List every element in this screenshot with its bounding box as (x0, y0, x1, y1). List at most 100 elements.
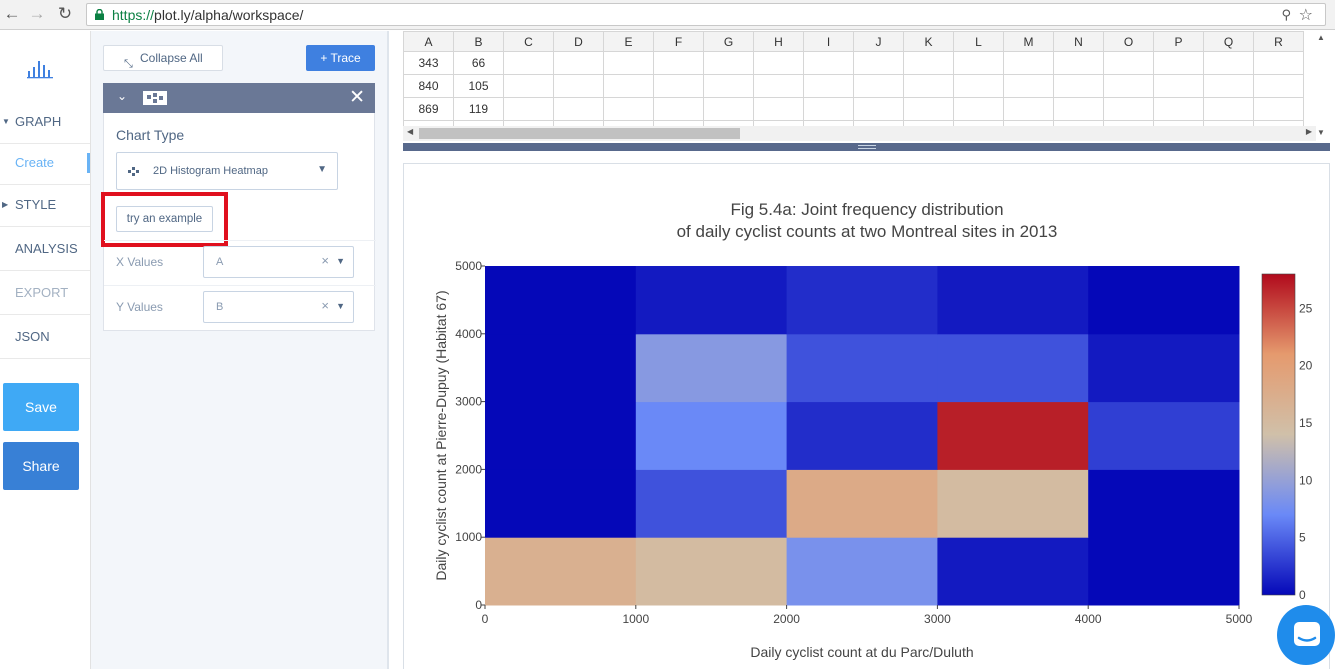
close-icon[interactable]: ✕ (349, 87, 365, 108)
grid-cell[interactable] (653, 97, 704, 121)
grid-cell[interactable] (753, 74, 804, 98)
save-button[interactable]: Save (3, 383, 79, 431)
grid-cell[interactable] (703, 97, 754, 121)
column-header-H[interactable]: H (753, 31, 804, 52)
grid-cell[interactable] (653, 74, 704, 98)
scroll-right-icon[interactable]: ▶ (1305, 127, 1312, 136)
grid-cell[interactable] (803, 97, 854, 121)
grid-cell[interactable] (953, 51, 1004, 75)
collapse-all-button[interactable]: ⤡ Collapse All (103, 45, 223, 71)
grid-cell[interactable]: 343 (403, 51, 454, 75)
grid-cell[interactable]: 105 (453, 74, 504, 98)
grid-cell[interactable] (1003, 97, 1054, 121)
y-values-dropdown[interactable]: B × ▼ (203, 291, 354, 323)
clear-icon[interactable]: × (321, 298, 329, 313)
panel-splitter[interactable] (403, 143, 1330, 151)
grid-cell[interactable] (603, 97, 654, 121)
grid-cell[interactable] (953, 74, 1004, 98)
grid-cell[interactable] (953, 97, 1004, 121)
grid-cell[interactable] (503, 97, 554, 121)
nav-style[interactable]: ▶ STYLE (0, 183, 90, 227)
grid-cell[interactable] (903, 74, 954, 98)
grid-cell[interactable] (1053, 97, 1104, 121)
column-header-O[interactable]: O (1103, 31, 1154, 52)
grid-cell[interactable] (1203, 97, 1254, 121)
chevron-down-icon[interactable]: ⌄ (117, 89, 128, 103)
caret-down-icon[interactable]: ▼ (336, 256, 345, 266)
grid-cell[interactable]: 869 (403, 97, 454, 121)
grid-cell[interactable] (1153, 74, 1204, 98)
grid-cell[interactable] (653, 51, 704, 75)
grid-cell[interactable] (553, 97, 604, 121)
grid-cell[interactable] (1053, 51, 1104, 75)
grid-cell[interactable] (1103, 74, 1154, 98)
grid-cell[interactable] (753, 51, 804, 75)
address-bar[interactable]: https://plot.ly/alpha/workspace/ ⚲ ☆ (86, 3, 1326, 26)
column-header-I[interactable]: I (803, 31, 854, 52)
column-header-C[interactable]: C (503, 31, 554, 52)
grid-cell[interactable] (1053, 74, 1104, 98)
grid-cell[interactable] (853, 74, 904, 98)
grid-cell[interactable] (603, 51, 654, 75)
column-header-D[interactable]: D (553, 31, 604, 52)
column-header-R[interactable]: R (1253, 31, 1304, 52)
grid-cell[interactable] (703, 74, 754, 98)
star-icon[interactable]: ☆ (1298, 7, 1313, 24)
column-header-K[interactable]: K (903, 31, 954, 52)
column-header-N[interactable]: N (1053, 31, 1104, 52)
chat-button[interactable] (1277, 605, 1335, 665)
column-header-B[interactable]: B (453, 31, 504, 52)
grid-cell[interactable] (853, 51, 904, 75)
reload-icon[interactable]: ↻ (57, 4, 73, 23)
grid-cell[interactable] (803, 74, 854, 98)
grid-cell[interactable] (753, 97, 804, 121)
grid-cell[interactable] (1103, 51, 1154, 75)
grid-cell[interactable] (1153, 97, 1204, 121)
grid-cell[interactable] (503, 51, 554, 75)
grid-cell[interactable] (1003, 74, 1054, 98)
column-header-M[interactable]: M (1003, 31, 1054, 52)
scroll-thumb[interactable] (419, 128, 740, 139)
grid-cell[interactable] (903, 51, 954, 75)
grid-cell[interactable] (803, 51, 854, 75)
grid-cell[interactable] (1203, 74, 1254, 98)
grid-cell[interactable] (1253, 74, 1304, 98)
grid-cell[interactable] (553, 51, 604, 75)
nav-graph[interactable]: ▼ GRAPH (0, 100, 90, 144)
column-header-P[interactable]: P (1153, 31, 1204, 52)
grid-cell[interactable] (1253, 97, 1304, 121)
grid-cell[interactable] (1153, 51, 1204, 75)
nav-export[interactable]: EXPORT (0, 271, 90, 315)
x-values-dropdown[interactable]: A × ▼ (203, 246, 354, 278)
key-icon[interactable]: ⚲ (1281, 7, 1291, 22)
clear-icon[interactable]: × (321, 253, 329, 268)
caret-down-icon[interactable]: ▼ (336, 301, 345, 311)
grid-cell[interactable] (503, 74, 554, 98)
column-header-E[interactable]: E (603, 31, 654, 52)
column-header-G[interactable]: G (703, 31, 754, 52)
grid-cell[interactable]: 840 (403, 74, 454, 98)
grid-cell[interactable]: 119 (453, 97, 504, 121)
scroll-up-icon[interactable]: ▲ (1317, 33, 1325, 42)
trace-header[interactable]: ⌄ ✕ (103, 83, 375, 113)
add-trace-button[interactable]: + Trace (306, 45, 375, 71)
grid-cell[interactable] (853, 97, 904, 121)
nav-analysis[interactable]: ANALYSIS (0, 227, 90, 271)
back-arrow-icon[interactable]: ← (3, 4, 21, 23)
column-header-J[interactable]: J (853, 31, 904, 52)
scroll-left-icon[interactable]: ◀ (407, 127, 414, 136)
chart-type-dropdown[interactable]: 2D Histogram Heatmap ▼ (116, 152, 338, 190)
grid-cell[interactable] (1103, 97, 1154, 121)
drag-handle-icon[interactable] (858, 145, 876, 149)
grid-cell[interactable] (1253, 51, 1304, 75)
column-header-Q[interactable]: Q (1203, 31, 1254, 52)
grid-cell[interactable]: 66 (453, 51, 504, 75)
try-example-button[interactable]: try an example (116, 206, 213, 232)
column-header-A[interactable]: A (403, 31, 454, 52)
grid-cell[interactable] (703, 51, 754, 75)
nav-json[interactable]: JSON (0, 315, 90, 359)
scroll-down-icon[interactable]: ▼ (1317, 128, 1325, 137)
nav-create[interactable]: Create (0, 141, 90, 185)
